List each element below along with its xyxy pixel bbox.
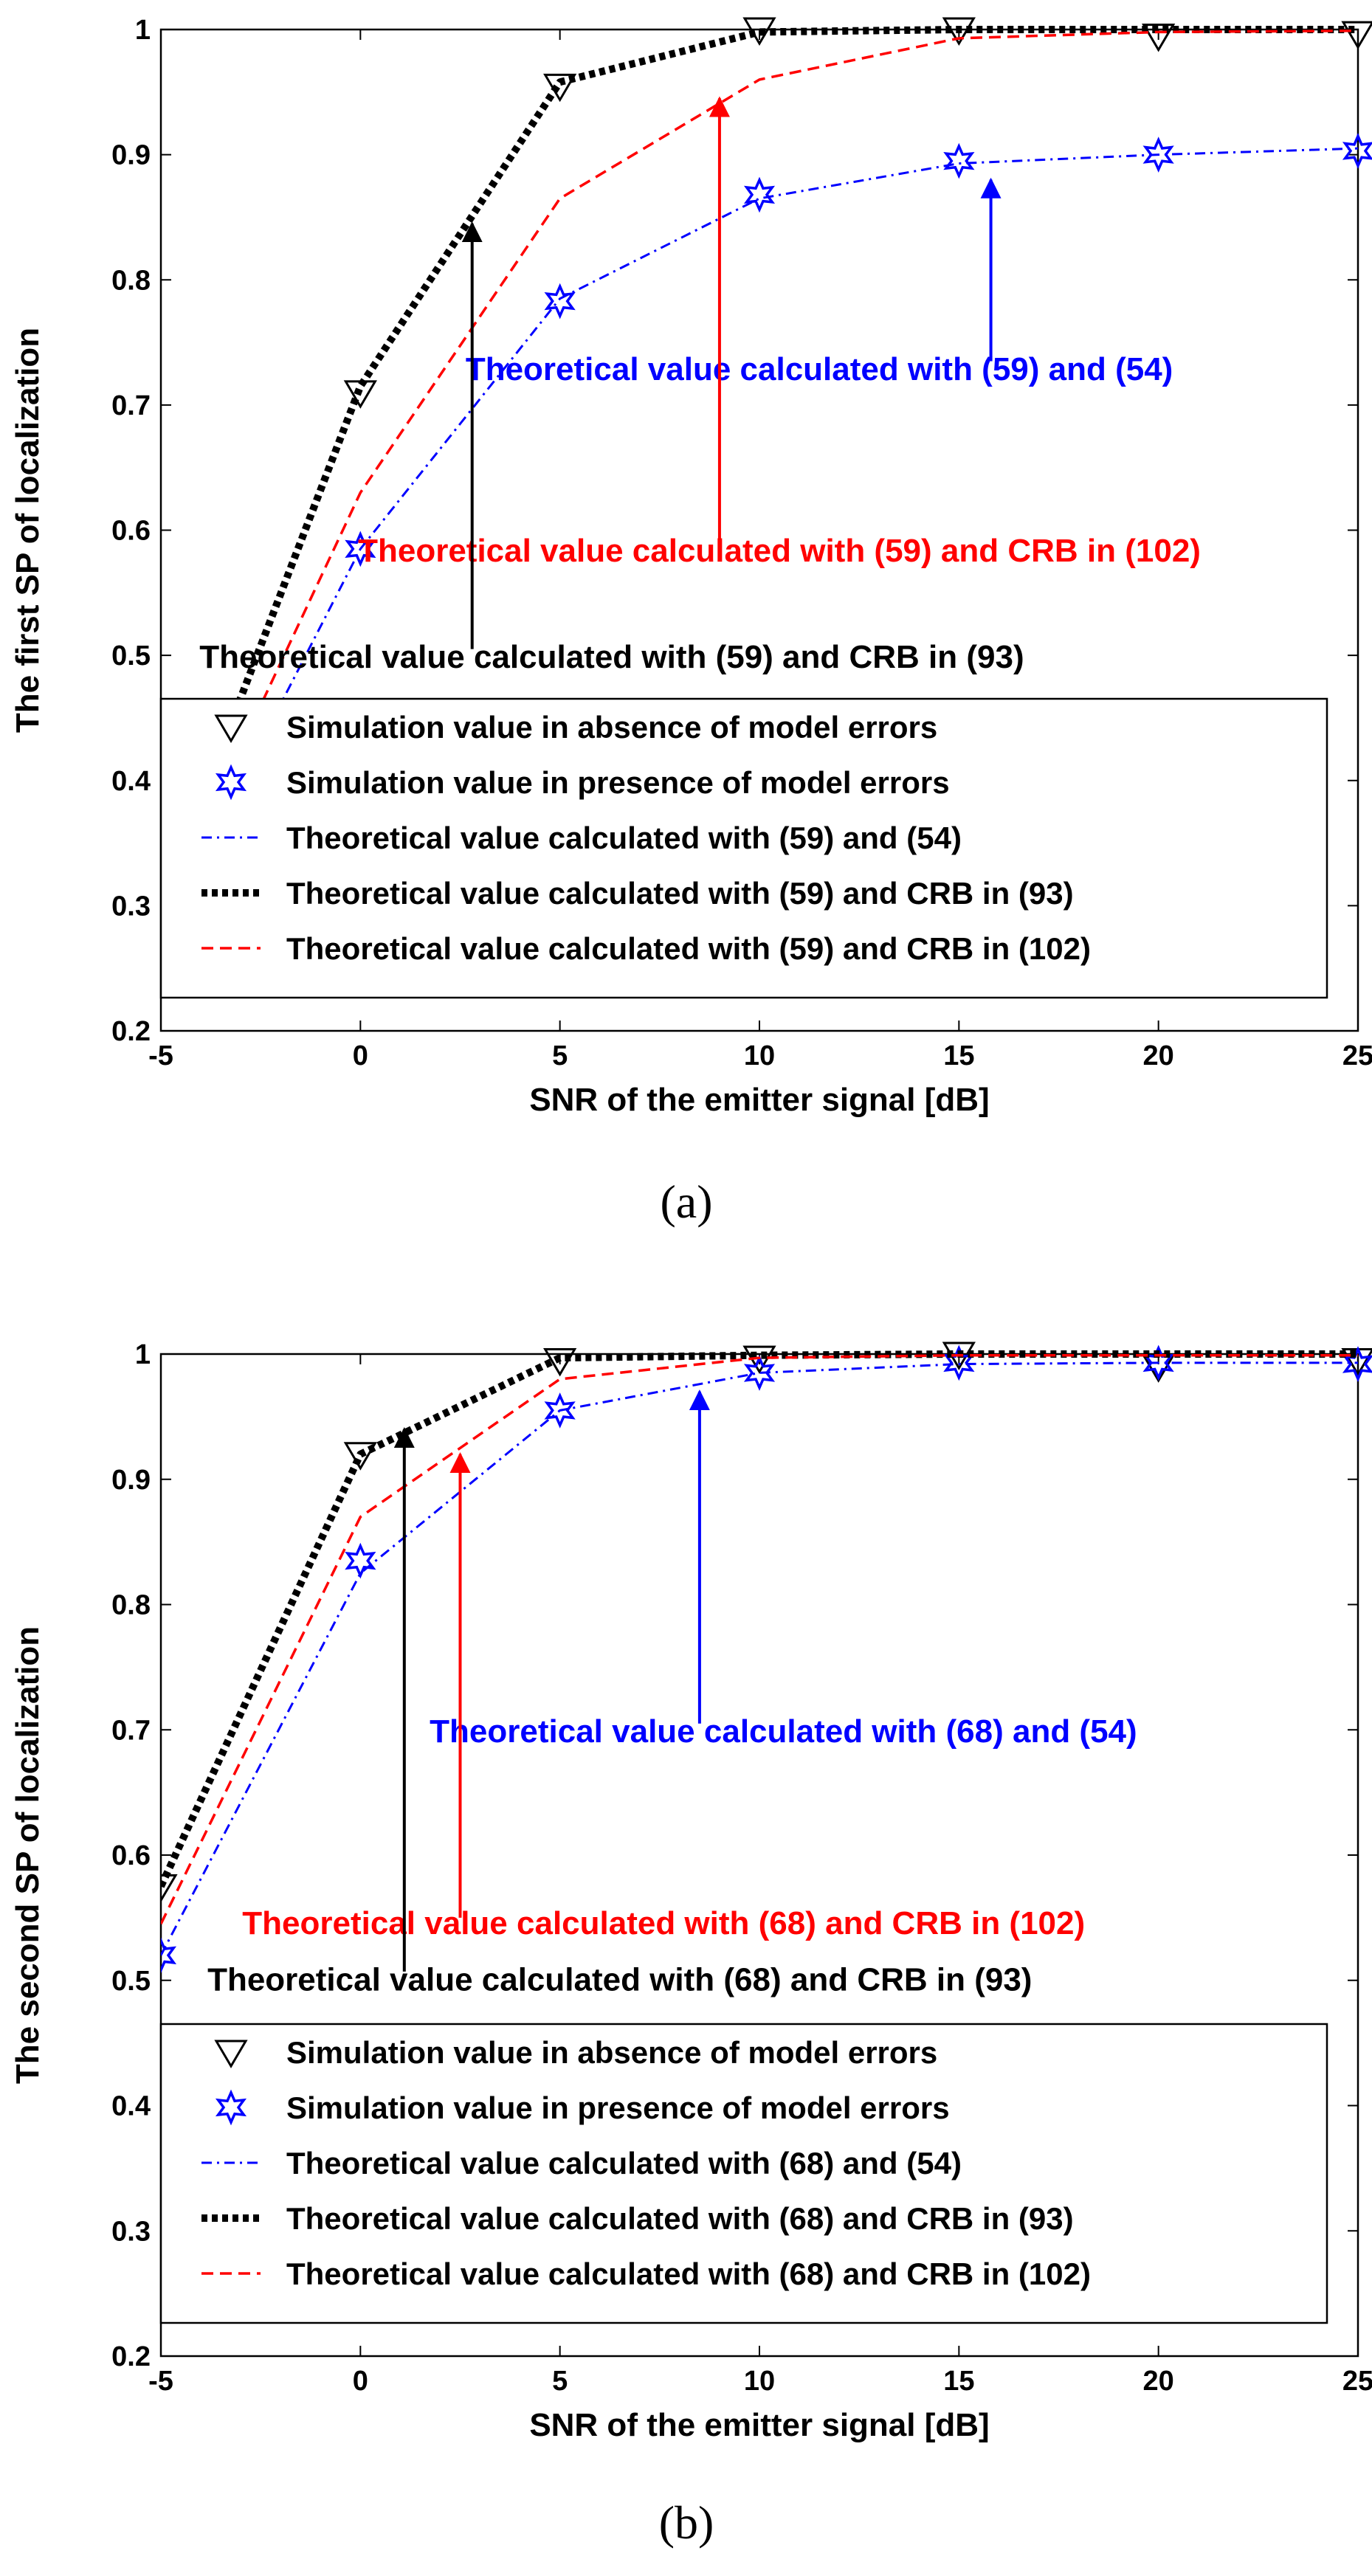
data-point-triangle	[161, 1874, 178, 1903]
legend-star-marker	[215, 2089, 247, 2126]
x-tick-label: 10	[744, 2366, 775, 2397]
y-tick-label: 0.7	[111, 390, 151, 421]
x-tick-label: 20	[1143, 2366, 1174, 2397]
chart-panel-b: -5 0 5 10 15 20 25 0.2 0.3 0.4 0.5 0.6 0.7 0.8 0.9 1 SNR…	[10, 1339, 1372, 2549]
plot-series-group	[161, 17, 1372, 952]
x-tick-label: -5	[148, 2366, 173, 2397]
data-point-triangle	[1341, 21, 1372, 50]
legend-star-marker	[215, 764, 247, 801]
series-line-4	[161, 1353, 1358, 1925]
series-line-2	[161, 1361, 1358, 1956]
y-axis-label: The first SP of localization	[10, 328, 46, 733]
x-tick-label: 10	[744, 1040, 775, 1071]
legend-entry-label: Theoretical value calculated with (59) a…	[286, 821, 962, 855]
x-tick-label: 5	[552, 2366, 568, 2397]
data-point-star	[544, 1392, 576, 1429]
y-tick-label: 0.3	[111, 891, 151, 922]
y-tick-label: 0.2	[111, 2341, 151, 2372]
legend-box	[159, 697, 1328, 999]
y-tick-label: 0.8	[111, 265, 151, 296]
legend-entry-label: Simulation value in absence of model err…	[286, 710, 937, 745]
y-tick-label: 0.9	[111, 140, 151, 171]
y-tick-label: 0.3	[111, 2216, 151, 2247]
legend-entry-label: Simulation value in presence of model er…	[286, 2090, 950, 2125]
y-tick-label: 0.8	[111, 1590, 151, 1621]
legend-entry-label: Simulation value in absence of model err…	[286, 2035, 937, 2070]
y-tick-label: 0.6	[111, 1840, 151, 1871]
x-tick-label: -5	[148, 1040, 173, 1071]
legend-box	[159, 2023, 1328, 2324]
annotation-label: Theoretical value calculated with (68) a…	[242, 1905, 1085, 1941]
x-tick-label: 0	[353, 2366, 368, 2397]
y-tick-label: 0.5	[111, 1966, 151, 1997]
data-point-star	[544, 283, 576, 320]
y-tick-label: 0.4	[111, 2091, 151, 2122]
x-tick-label: 20	[1143, 1040, 1174, 1071]
annotation-label: Theoretical value calculated with (68) a…	[207, 1961, 1032, 1997]
data-point-triangle	[343, 1442, 377, 1471]
data-point-triangle	[543, 1347, 577, 1377]
y-tick-label: 0.6	[111, 516, 151, 547]
y-axis-label: The second SP of localization	[10, 1626, 46, 2084]
annotation-label: Theoretical value calculated with (68) a…	[430, 1713, 1137, 1750]
y-tick-label: 0.7	[111, 1715, 151, 1746]
x-tick-label: 0	[353, 1040, 368, 1071]
data-point-star	[345, 531, 376, 567]
x-axis-label: SNR of the emitter signal [dB]	[529, 1082, 989, 1118]
legend: Simulation value in absence of model err…	[159, 697, 1328, 999]
series-line-4	[161, 29, 1359, 919]
legend-entry-label: Theoretical value calculated with (68) a…	[286, 2146, 962, 2180]
annotation-label: Theoretical value calculated with (59) a…	[466, 351, 1173, 387]
series-line-2	[161, 147, 1359, 938]
annotation-label: Theoretical value calculated with (59) a…	[358, 533, 1201, 569]
y-tick-label: 0.5	[111, 640, 151, 671]
y-tick-label: 0.4	[111, 766, 151, 797]
y-tick-label: 0.9	[111, 1465, 151, 1496]
panel-caption: (a)	[660, 1175, 712, 1228]
data-point-star	[1342, 133, 1372, 169]
legend-entry-label: Theoretical value calculated with (68) a…	[286, 2256, 1091, 2291]
data-point-star	[743, 1355, 776, 1391]
data-point-star	[1142, 137, 1174, 173]
legend: Simulation value in absence of model err…	[159, 2023, 1328, 2324]
legend-entry-label: Theoretical value calculated with (59) a…	[286, 931, 1091, 966]
x-tick-label: 25	[1342, 1040, 1372, 1071]
data-point-star	[943, 142, 975, 179]
plot-series-group	[161, 1341, 1372, 1974]
legend-entry-label: Simulation value in presence of model er…	[286, 765, 950, 800]
legend-triangle-marker	[214, 2040, 248, 2068]
y-tick-label: 1	[135, 15, 151, 46]
data-point-star	[743, 176, 776, 213]
annotation-label: Theoretical value calculated with (59) a…	[199, 639, 1024, 675]
x-tick-label: 15	[943, 2366, 974, 2397]
y-tick-label: 1	[135, 1339, 151, 1370]
x-axis-label: SNR of the emitter signal [dB]	[529, 2407, 989, 2443]
legend-entry-label: Theoretical value calculated with (59) a…	[286, 876, 1074, 911]
legend-triangle-marker	[214, 714, 248, 743]
panel-caption: (b)	[659, 2496, 714, 2549]
data-point-star	[161, 1937, 177, 1974]
chart-panel-a: -5 0 5 10 15 20 25 0.2 0.3 0.4 0.5 0.6 0.7 0.8 0.9 1 SNR…	[10, 15, 1372, 1228]
x-tick-label: 15	[943, 1040, 974, 1071]
y-tick-label: 0.2	[111, 1016, 151, 1047]
legend-entry-label: Theoretical value calculated with (68) a…	[286, 2201, 1074, 2236]
x-tick-label: 25	[1342, 2366, 1372, 2397]
x-tick-label: 5	[552, 1040, 568, 1071]
data-point-triangle	[1142, 23, 1176, 52]
